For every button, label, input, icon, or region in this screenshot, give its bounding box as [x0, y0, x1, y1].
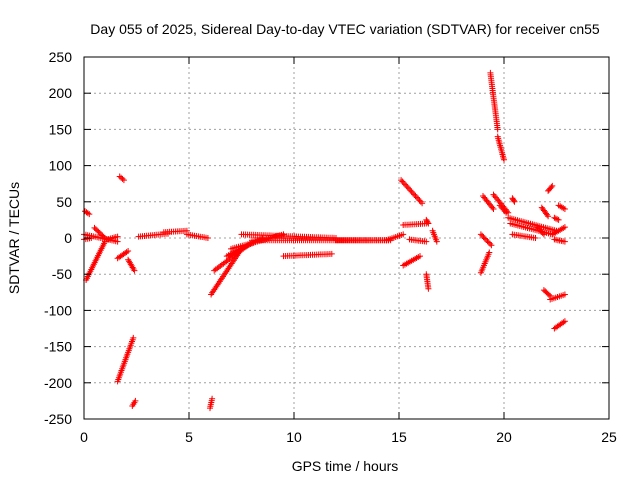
data-point-cluster	[82, 208, 93, 218]
data-point-cluster	[116, 173, 127, 184]
data-point-cluster	[91, 224, 108, 241]
data-point-cluster	[549, 224, 568, 238]
y-tick-label: -50	[52, 266, 72, 282]
y-tick-label: -200	[44, 375, 72, 391]
data-point-cluster	[207, 395, 216, 412]
data-point-cluster	[114, 248, 132, 262]
data-point-cluster	[551, 236, 568, 245]
data-point-cluster	[534, 224, 547, 238]
y-tick-label: -150	[44, 339, 72, 355]
x-tick-label: 0	[80, 429, 88, 445]
data-point-cluster	[487, 69, 501, 133]
x-tick-label: 25	[601, 429, 617, 445]
y-tick-label: -250	[44, 411, 72, 427]
data-point-cluster	[551, 318, 568, 332]
data-point-cluster	[238, 231, 339, 241]
data-point-cluster	[538, 204, 552, 220]
data-point-cluster	[494, 133, 507, 163]
data-point-cluster	[383, 231, 407, 244]
y-tick-label: 0	[64, 230, 72, 246]
data-point-cluster	[477, 249, 493, 276]
data-point-cluster	[423, 271, 432, 292]
data-point-cluster	[183, 231, 211, 241]
y-tick-label: 100	[49, 158, 73, 174]
x-tick-label: 15	[391, 429, 407, 445]
data-point-cluster	[505, 214, 560, 234]
data-point-cluster	[83, 238, 108, 283]
data-point-cluster	[160, 227, 190, 236]
data-point-cluster	[509, 231, 539, 241]
data-point-cluster	[490, 191, 512, 216]
data-point-cluster	[280, 250, 335, 260]
data-point-cluster	[429, 227, 440, 245]
data-point-cluster	[545, 182, 556, 194]
data-point-cluster	[547, 291, 568, 303]
data-point-cluster	[125, 256, 138, 274]
y-tick-label: 200	[49, 85, 73, 101]
data-point-cluster	[496, 202, 510, 216]
y-tick-label: 150	[49, 121, 73, 137]
data-point-cluster	[398, 177, 426, 207]
axis-ticks: 0 5 10 15 20 25 -250 -200 -150 -100 -50 0 50 100 150 20…	[44, 49, 617, 445]
data-point-cluster	[400, 220, 430, 228]
data-point-cluster	[480, 193, 497, 212]
chart-title: Day 055 of 2025, Sidereal Day-to-day VTE…	[90, 21, 600, 37]
y-axis-label: SDTVAR / TECUs	[6, 182, 22, 294]
x-tick-label: 5	[185, 429, 193, 445]
x-tick-label: 20	[496, 429, 512, 445]
data-point-cluster	[104, 233, 121, 243]
data-point-cluster	[477, 231, 495, 249]
data-point-cluster	[129, 397, 139, 409]
x-tick-label: 10	[286, 429, 302, 445]
x-axis-label: GPS time / hours	[292, 458, 399, 474]
y-tick-label: 250	[49, 49, 73, 65]
y-tick-label: -100	[44, 302, 72, 318]
data-point-cluster	[406, 236, 430, 245]
data-point-cluster	[423, 216, 432, 227]
data-point-cluster	[400, 253, 423, 269]
data-point-cluster	[551, 214, 562, 223]
data-points	[81, 69, 568, 412]
data-point-cluster	[509, 195, 518, 205]
data-point-cluster	[555, 202, 568, 212]
y-tick-label: 50	[56, 194, 72, 210]
data-point-cluster	[114, 334, 137, 385]
data-point-cluster	[540, 287, 554, 299]
